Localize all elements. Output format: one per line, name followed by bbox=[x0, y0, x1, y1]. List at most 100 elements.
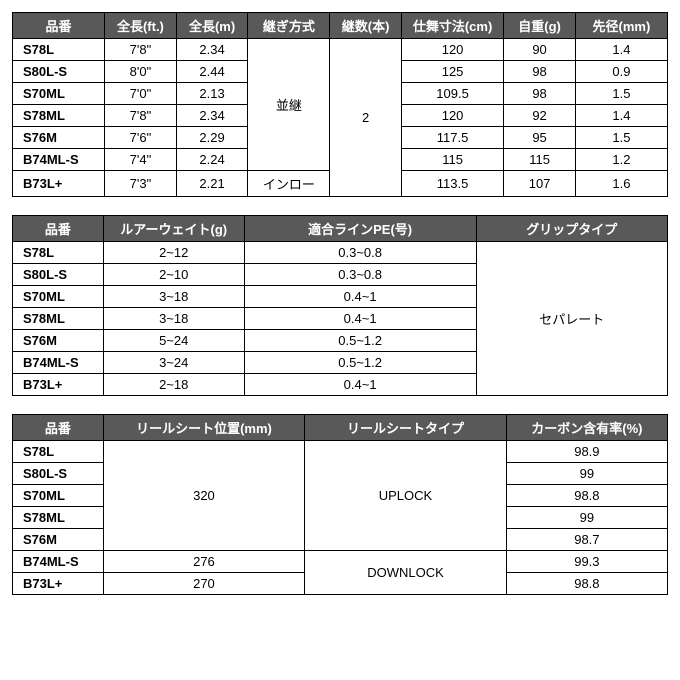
data-cell: 1.2 bbox=[575, 149, 667, 171]
merged-cell: 2 bbox=[330, 39, 402, 197]
data-cell: 99.3 bbox=[506, 551, 667, 573]
column-header: 品番 bbox=[13, 415, 104, 441]
model-cell: S78ML bbox=[13, 308, 104, 330]
table-row: S78L2~120.3~0.8セパレート bbox=[13, 242, 668, 264]
data-cell: 5~24 bbox=[103, 330, 244, 352]
data-cell: 115 bbox=[401, 149, 503, 171]
data-cell: 109.5 bbox=[401, 83, 503, 105]
model-cell: B73L+ bbox=[13, 171, 105, 197]
data-cell: 117.5 bbox=[401, 127, 503, 149]
model-cell: S78L bbox=[13, 441, 104, 463]
data-cell: 98 bbox=[504, 61, 576, 83]
model-cell: S78ML bbox=[13, 507, 104, 529]
data-cell: 2.29 bbox=[176, 127, 248, 149]
data-cell: 8'0" bbox=[105, 61, 177, 83]
data-cell: 0.5~1.2 bbox=[244, 330, 476, 352]
column-header: 全長(m) bbox=[176, 13, 248, 39]
spec-table: 品番ルアーウェイト(g)適合ラインPE(号)グリップタイプS78L2~120.3… bbox=[12, 215, 668, 396]
data-cell: 2.44 bbox=[176, 61, 248, 83]
data-cell: 0.4~1 bbox=[244, 374, 476, 396]
column-header: カーボン含有率(%) bbox=[506, 415, 667, 441]
model-cell: B73L+ bbox=[13, 374, 104, 396]
column-header: リールシートタイプ bbox=[305, 415, 507, 441]
model-cell: S70ML bbox=[13, 83, 105, 105]
data-cell: 1.4 bbox=[575, 39, 667, 61]
merged-cell: UPLOCK bbox=[305, 441, 507, 551]
column-header: 仕舞寸法(cm) bbox=[401, 13, 503, 39]
data-cell: 107 bbox=[504, 171, 576, 197]
spec-table: 品番全長(ft.)全長(m)継ぎ方式継数(本)仕舞寸法(cm)自重(g)先径(m… bbox=[12, 12, 668, 197]
data-cell: インロー bbox=[248, 171, 330, 197]
data-cell: 2~12 bbox=[103, 242, 244, 264]
model-cell: S70ML bbox=[13, 286, 104, 308]
column-header: ルアーウェイト(g) bbox=[103, 216, 244, 242]
data-cell: 95 bbox=[504, 127, 576, 149]
data-cell: 0.4~1 bbox=[244, 286, 476, 308]
data-cell: 276 bbox=[103, 551, 305, 573]
data-cell: 1.4 bbox=[575, 105, 667, 127]
column-header: 品番 bbox=[13, 13, 105, 39]
data-cell: 0.5~1.2 bbox=[244, 352, 476, 374]
model-cell: S78ML bbox=[13, 105, 105, 127]
data-cell: 90 bbox=[504, 39, 576, 61]
model-cell: S80L-S bbox=[13, 264, 104, 286]
model-cell: S76M bbox=[13, 127, 105, 149]
data-cell: 98.8 bbox=[506, 485, 667, 507]
model-cell: S76M bbox=[13, 529, 104, 551]
data-cell: 7'3" bbox=[105, 171, 177, 197]
column-header: 自重(g) bbox=[504, 13, 576, 39]
data-cell: 2.21 bbox=[176, 171, 248, 197]
merged-cell: 320 bbox=[103, 441, 305, 551]
data-cell: 0.3~0.8 bbox=[244, 264, 476, 286]
data-cell: 3~24 bbox=[103, 352, 244, 374]
data-cell: 115 bbox=[504, 149, 576, 171]
data-cell: 98.7 bbox=[506, 529, 667, 551]
data-cell: 2.13 bbox=[176, 83, 248, 105]
model-cell: S80L-S bbox=[13, 463, 104, 485]
model-cell: S70ML bbox=[13, 485, 104, 507]
data-cell: 113.5 bbox=[401, 171, 503, 197]
data-cell: 98 bbox=[504, 83, 576, 105]
data-cell: 0.3~0.8 bbox=[244, 242, 476, 264]
table-row: B74ML-S276DOWNLOCK99.3 bbox=[13, 551, 668, 573]
data-cell: 98.8 bbox=[506, 573, 667, 595]
data-cell: 3~18 bbox=[103, 286, 244, 308]
model-cell: S76M bbox=[13, 330, 104, 352]
data-cell: 99 bbox=[506, 507, 667, 529]
data-cell: 0.9 bbox=[575, 61, 667, 83]
data-cell: 2.34 bbox=[176, 105, 248, 127]
model-cell: B74ML-S bbox=[13, 352, 104, 374]
data-cell: 7'8" bbox=[105, 39, 177, 61]
column-header: 継数(本) bbox=[330, 13, 402, 39]
data-cell: 1.5 bbox=[575, 83, 667, 105]
data-cell: 120 bbox=[401, 105, 503, 127]
data-cell: 1.5 bbox=[575, 127, 667, 149]
merged-cell: セパレート bbox=[476, 242, 667, 396]
model-cell: S78L bbox=[13, 242, 104, 264]
data-cell: 92 bbox=[504, 105, 576, 127]
data-cell: 3~18 bbox=[103, 308, 244, 330]
table-row: S78L320UPLOCK98.9 bbox=[13, 441, 668, 463]
model-cell: B73L+ bbox=[13, 573, 104, 595]
data-cell: 7'8" bbox=[105, 105, 177, 127]
data-cell: 2~18 bbox=[103, 374, 244, 396]
data-cell: 7'4" bbox=[105, 149, 177, 171]
model-cell: B74ML-S bbox=[13, 149, 105, 171]
data-cell: 7'6" bbox=[105, 127, 177, 149]
data-cell: 2.34 bbox=[176, 39, 248, 61]
column-header: グリップタイプ bbox=[476, 216, 667, 242]
merged-cell: 並継 bbox=[248, 39, 330, 171]
column-header: 全長(ft.) bbox=[105, 13, 177, 39]
data-cell: 0.4~1 bbox=[244, 308, 476, 330]
column-header: 適合ラインPE(号) bbox=[244, 216, 476, 242]
column-header: リールシート位置(mm) bbox=[103, 415, 305, 441]
spec-table: 品番リールシート位置(mm)リールシートタイプカーボン含有率(%)S78L320… bbox=[12, 414, 668, 595]
data-cell: 7'0" bbox=[105, 83, 177, 105]
column-header: 品番 bbox=[13, 216, 104, 242]
data-cell: 1.6 bbox=[575, 171, 667, 197]
data-cell: 2~10 bbox=[103, 264, 244, 286]
data-cell: 2.24 bbox=[176, 149, 248, 171]
model-cell: B74ML-S bbox=[13, 551, 104, 573]
data-cell: 99 bbox=[506, 463, 667, 485]
merged-cell: DOWNLOCK bbox=[305, 551, 507, 595]
